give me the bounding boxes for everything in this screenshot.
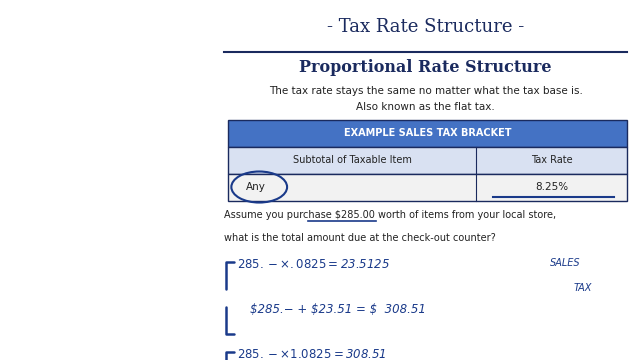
Text: Tax Rate: Tax Rate bbox=[531, 155, 572, 165]
Text: Proportional Rate Structure: Proportional Rate Structure bbox=[300, 59, 552, 76]
Text: Subtotal of Taxable Item: Subtotal of Taxable Item bbox=[292, 155, 412, 165]
FancyBboxPatch shape bbox=[228, 120, 627, 147]
Text: EXAMPLE SALES TAX BRACKET: EXAMPLE SALES TAX BRACKET bbox=[344, 128, 511, 138]
FancyBboxPatch shape bbox=[228, 174, 627, 201]
Text: Assume you purchase $285.00 worth of items from your local store,: Assume you purchase $285.00 worth of ite… bbox=[224, 210, 556, 220]
FancyBboxPatch shape bbox=[228, 147, 627, 174]
Text: Any: Any bbox=[246, 182, 266, 192]
Text: 8.25%: 8.25% bbox=[535, 182, 568, 192]
Text: The tax rate stays the same no matter what the tax base is.: The tax rate stays the same no matter wh… bbox=[269, 86, 582, 96]
Text: $285.− × 1.0825 = $308.51: $285.− × 1.0825 = $308.51 bbox=[237, 348, 387, 360]
Text: $285.− + $23.51 = $ 308.51: $285.− + $23.51 = $ 308.51 bbox=[250, 303, 426, 316]
Text: Also known as the flat tax.: Also known as the flat tax. bbox=[356, 102, 495, 112]
Text: TAX: TAX bbox=[573, 283, 592, 293]
Text: SALES: SALES bbox=[550, 258, 580, 268]
Text: what is the total amount due at the check-out counter?: what is the total amount due at the chec… bbox=[224, 233, 496, 243]
Text: $285.− × .0825 = $23.5125: $285.− × .0825 = $23.5125 bbox=[237, 258, 390, 271]
Text: - Tax Rate Structure -: - Tax Rate Structure - bbox=[327, 18, 524, 36]
